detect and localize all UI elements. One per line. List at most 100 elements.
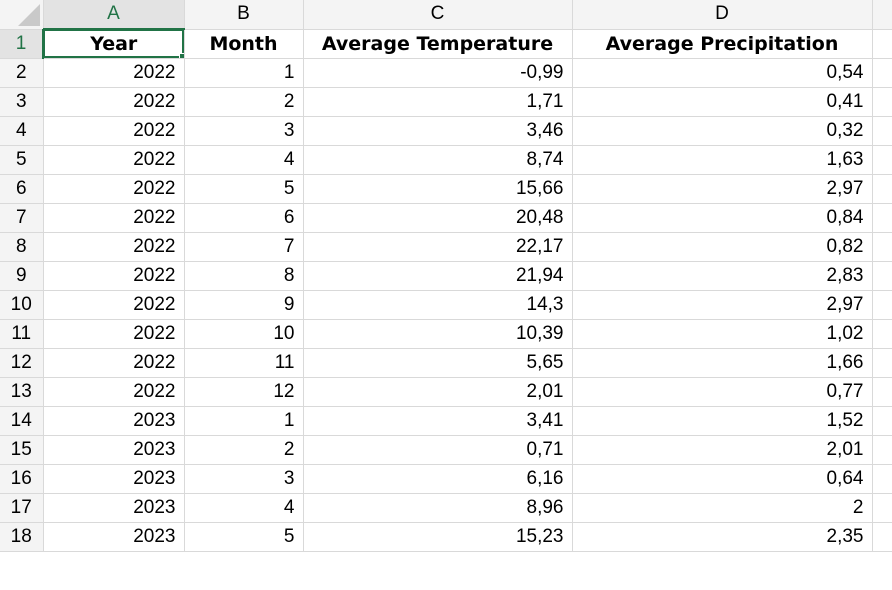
row-header[interactable]: 16: [0, 464, 44, 494]
cell-year[interactable]: 2022: [43, 203, 185, 233]
cell-temperature[interactable]: 6,16: [303, 464, 573, 494]
row-header[interactable]: 17: [0, 493, 44, 523]
cell-year[interactable]: 2022: [43, 348, 185, 378]
cell-temperature[interactable]: 0,71: [303, 435, 573, 465]
cell-month[interactable]: 12: [184, 377, 304, 407]
cell-precipitation[interactable]: 2,35: [572, 522, 873, 552]
cell-empty[interactable]: [872, 464, 892, 494]
cell-temperature[interactable]: 5,65: [303, 348, 573, 378]
cell-empty[interactable]: [872, 232, 892, 262]
cell-empty[interactable]: [872, 348, 892, 378]
cell-empty[interactable]: [872, 522, 892, 552]
cell-empty[interactable]: [872, 174, 892, 204]
cell-precipitation-header[interactable]: Average Precipitation: [572, 29, 873, 59]
cell-month[interactable]: 11: [184, 348, 304, 378]
cell-empty[interactable]: [872, 377, 892, 407]
cell-precipitation[interactable]: 0,32: [572, 116, 873, 146]
cell-empty[interactable]: [872, 29, 892, 59]
cell-month[interactable]: 4: [184, 493, 304, 523]
cell-year[interactable]: 2022: [43, 58, 185, 88]
cell-month[interactable]: 7: [184, 232, 304, 262]
column-header-a[interactable]: A: [43, 0, 185, 30]
cell-precipitation[interactable]: 2,97: [572, 174, 873, 204]
cell-temperature[interactable]: 8,74: [303, 145, 573, 175]
cell-month[interactable]: 2: [184, 435, 304, 465]
cell-temperature[interactable]: 1,71: [303, 87, 573, 117]
cell-year[interactable]: 2022: [43, 232, 185, 262]
cell-month[interactable]: 1: [184, 58, 304, 88]
select-all-corner[interactable]: [0, 0, 44, 30]
column-header-c[interactable]: C: [303, 0, 573, 30]
cell-year[interactable]: 2023: [43, 406, 185, 436]
cell-temperature[interactable]: 15,66: [303, 174, 573, 204]
cell-precipitation[interactable]: 0,84: [572, 203, 873, 233]
cell-month[interactable]: 8: [184, 261, 304, 291]
column-header-e[interactable]: [872, 0, 892, 30]
cell-year[interactable]: 2022: [43, 290, 185, 320]
cell-precipitation[interactable]: 1,52: [572, 406, 873, 436]
cell-precipitation[interactable]: 2,97: [572, 290, 873, 320]
row-header[interactable]: 13: [0, 377, 44, 407]
column-header-b[interactable]: B: [184, 0, 304, 30]
row-header[interactable]: 14: [0, 406, 44, 436]
row-header[interactable]: 12: [0, 348, 44, 378]
cell-month[interactable]: 5: [184, 522, 304, 552]
cell-year[interactable]: 2023: [43, 435, 185, 465]
cell-month[interactable]: 4: [184, 145, 304, 175]
cell-temperature[interactable]: 21,94: [303, 261, 573, 291]
cell-temperature-header[interactable]: Average Temperature: [303, 29, 573, 59]
cell-temperature[interactable]: 10,39: [303, 319, 573, 349]
cell-month-header[interactable]: Month: [184, 29, 304, 59]
row-header[interactable]: 4: [0, 116, 44, 146]
cell-precipitation[interactable]: 2,01: [572, 435, 873, 465]
cell-temperature[interactable]: 22,17: [303, 232, 573, 262]
cell-empty[interactable]: [872, 435, 892, 465]
cell-empty[interactable]: [872, 493, 892, 523]
column-header-d[interactable]: D: [572, 0, 873, 30]
row-header[interactable]: 5: [0, 145, 44, 175]
cell-year[interactable]: 2022: [43, 261, 185, 291]
row-header[interactable]: 9: [0, 261, 44, 291]
row-header[interactable]: 18: [0, 522, 44, 552]
cell-month[interactable]: 10: [184, 319, 304, 349]
cell-empty[interactable]: [872, 406, 892, 436]
cell-precipitation[interactable]: 0,41: [572, 87, 873, 117]
cell-month[interactable]: 3: [184, 464, 304, 494]
cell-temperature[interactable]: 8,96: [303, 493, 573, 523]
row-header[interactable]: 8: [0, 232, 44, 262]
cell-temperature[interactable]: 3,41: [303, 406, 573, 436]
cell-precipitation[interactable]: 0,54: [572, 58, 873, 88]
cell-year[interactable]: 2022: [43, 174, 185, 204]
cell-month[interactable]: 6: [184, 203, 304, 233]
row-header[interactable]: 11: [0, 319, 44, 349]
cell-precipitation[interactable]: 2: [572, 493, 873, 523]
cell-empty[interactable]: [872, 290, 892, 320]
cell-year[interactable]: 2022: [43, 116, 185, 146]
cell-precipitation[interactable]: 0,77: [572, 377, 873, 407]
cell-empty[interactable]: [872, 203, 892, 233]
row-header[interactable]: 10: [0, 290, 44, 320]
cell-month[interactable]: 2: [184, 87, 304, 117]
fill-handle[interactable]: [178, 52, 183, 57]
cell-temperature[interactable]: 15,23: [303, 522, 573, 552]
cell-precipitation[interactable]: 0,82: [572, 232, 873, 262]
cell-empty[interactable]: [872, 319, 892, 349]
cell-precipitation[interactable]: 2,83: [572, 261, 873, 291]
cell-temperature[interactable]: 3,46: [303, 116, 573, 146]
cell-precipitation[interactable]: 1,02: [572, 319, 873, 349]
cell-temperature[interactable]: 2,01: [303, 377, 573, 407]
cell-empty[interactable]: [872, 116, 892, 146]
row-header[interactable]: 15: [0, 435, 44, 465]
row-header[interactable]: 1: [0, 29, 44, 59]
cell-year[interactable]: 2023: [43, 522, 185, 552]
cell-precipitation[interactable]: 1,63: [572, 145, 873, 175]
row-header[interactable]: 2: [0, 58, 44, 88]
cell-year[interactable]: 2022: [43, 145, 185, 175]
cell-empty[interactable]: [872, 261, 892, 291]
cell-year[interactable]: 2022: [43, 377, 185, 407]
cell-temperature[interactable]: -0,99: [303, 58, 573, 88]
cell-temperature[interactable]: 14,3: [303, 290, 573, 320]
row-header[interactable]: 6: [0, 174, 44, 204]
cell-year[interactable]: 2023: [43, 464, 185, 494]
cell-year-header[interactable]: Year: [43, 29, 185, 59]
